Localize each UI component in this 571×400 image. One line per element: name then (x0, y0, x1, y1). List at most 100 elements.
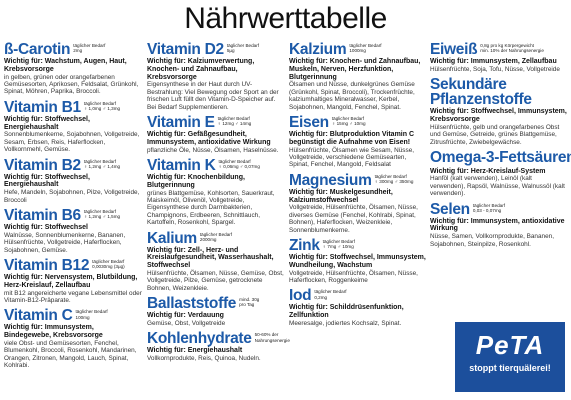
daily-need: täglicher Bedarf 2mg (73, 42, 105, 53)
nutrient-header: Vitamin B12 täglicher Bedarf 0,0030mg (3µg… (4, 257, 142, 275)
nutrient-block: Vitamin B6 täglicher Bedarf ♀ 1,2mg ♂ 1,5m… (4, 208, 142, 254)
daily-need: täglicher Bedarf 5µg (227, 42, 259, 53)
column: Eiweiß 0,8g pro kg Körpergewicht min. 10% … (430, 42, 571, 252)
daily-need-text: täglicher Bedarf (83, 158, 117, 164)
nutrient-name: Selen (430, 200, 470, 218)
nutrient-name: Magnesium (289, 171, 372, 189)
daily-need-text: min. 10% der Nahrungsenergie (480, 48, 544, 54)
daily-need: täglicher Bedarf ♀ 1,0mg ♂ 1,3mg (84, 100, 120, 111)
daily-need: täglicher Bedarf ♀ 12mg ♂ 14mg (218, 115, 252, 126)
daily-need-text: 0,03 - 0,07mg (472, 207, 502, 213)
nutrient-header: Kohlenhydrate 50-60% der Nahrungsenergie (147, 331, 290, 347)
sources: viele Obst- und Gemüsesorten, Fenchel, B… (4, 340, 137, 370)
daily-need: täglicher Bedarf 0,0030mg (3µg) (92, 258, 125, 269)
column: Kalzium täglicher Bedarf 1000mg Wichtig für… (289, 42, 427, 331)
nutrient-block: Kohlenhydrate 50-60% der Nahrungsenergie W… (147, 331, 290, 362)
daily-need-text: täglicher Bedarf (83, 209, 117, 215)
nutrient-header: Selen täglicher Bedarf 0,03 - 0,07mg (430, 200, 568, 218)
importance: Wichtig für: Schilddrüsenfunktion, Zellf… (289, 304, 404, 320)
importance: Wichtig für: Verdauung (147, 312, 224, 320)
nutrient-block: Kalium täglicher Bedarf 2000mg Wichtig für:… (147, 230, 285, 293)
nutrient-header: Eiweiß 0,8g pro kg Körpergewicht min. 10% … (430, 42, 568, 58)
sources: Hanföl (kalt verwenden), Leinöl (kalt ve… (430, 175, 565, 198)
sources: Ölsamen und Nüsse, dunkelgrünes Gemüse (… (289, 81, 415, 111)
nutrient-block: Vitamin B1 täglicher Bedarf ♀ 1,0mg ♂ 1,3m… (4, 100, 142, 154)
daily-need-text: täglicher Bedarf (217, 116, 250, 122)
importance: Wichtig für: Gefäßgesundheit, Immunsyste… (147, 131, 271, 146)
daily-need-text: 100mg (75, 314, 90, 320)
daily-need-text: ♀ 15mg ♂ 10mg (331, 121, 366, 127)
nutrient-block: Omega-3-Fettsäurentäglicher Bedarfca. 1g… (430, 149, 571, 198)
sources: grünes Blattgemüse, Kohlsorten, Sauerkra… (147, 189, 275, 227)
daily-need-text: täglicher Bedarf (349, 43, 382, 48)
importance: Wichtig für: Stoffwechsel, Immunsystem, … (430, 108, 567, 123)
importance: Wichtig für: Immunsystem, Bindegewebe, K… (4, 324, 103, 340)
nutrient-header: Omega-3-Fettsäurentäglicher Bedarfca. 1g (430, 149, 571, 167)
nutrient-block: Selen täglicher Bedarf 0,03 - 0,07mg Wichti… (430, 200, 568, 248)
nutrient-name: ß-Carotin (4, 41, 71, 58)
importance: Wichtig für: Nervensystem, Blutbildung, … (4, 274, 138, 289)
daily-need-text: 50-60% der Nahrungsenergie (254, 332, 290, 343)
daily-need: täglicher Bedarf ♀ 15mg ♂ 10mg (332, 115, 366, 126)
sources: Hefe, Mandeln, Sojabohnen, Pilze, Vollge… (4, 189, 140, 204)
nutrient-block: Kalzium täglicher Bedarf 1000mg Wichtig für… (289, 42, 427, 111)
daily-need: täglicher Bedarf ♀ 300mg ♂ 350mg (375, 173, 414, 184)
importance: Wichtig für: Stoffwechsel (4, 224, 88, 232)
daily-need-text: 2000mg (199, 236, 217, 242)
daily-need-text: täglicher Bedarf (331, 116, 365, 122)
importance: Wichtig für: Wachstum, Augen, Haut, Kreb… (4, 58, 127, 73)
daily-need-text: ♀ 12mg ♂ 14mg (217, 121, 252, 127)
daily-need: täglicher Bedarf 100mg (76, 308, 108, 319)
importance: Wichtig für: Muskelgesundheit, Kalziumst… (289, 188, 393, 204)
nutrient-name: Omega-3-Fettsäuren (430, 149, 571, 167)
daily-need: 0,8g pro kg Körpergewicht min. 10% der Na… (480, 42, 544, 53)
sources: Hülsenfrüchte, Ölsamen wie Sesam, Nüsse,… (289, 146, 415, 169)
sources: Hülsenfrüchte, gelb und orangefarbenes O… (430, 123, 560, 146)
nutrient-name: Zink (289, 237, 320, 255)
sources: Vollgetreide, Hülsenfrüchte, Ölsamen, Nü… (289, 269, 418, 285)
nutrient-header: Vitamin B1 täglicher Bedarf ♀ 1,0mg ♂ 1,3m… (4, 100, 142, 116)
sources: Meeresalge, jodiertes Kochsalz, Spinat. (289, 320, 402, 328)
importance: Wichtig für: Blutproduktion Vitamin C be… (289, 131, 415, 146)
sources: Hülsenfrüchte, Soja, Tofu, Nüsse, Vollge… (430, 65, 560, 73)
nutrient-block: Eiweiß 0,8g pro kg Körpergewicht min. 10% … (430, 42, 568, 73)
daily-need: täglicher Bedarf 0,03 - 0,07mg (473, 202, 505, 213)
nutrient-block: ß-Carotin täglicher Bedarf 2mg Wichtig für:… (4, 42, 142, 96)
daily-need-text: ♀ 1,2mg ♂ 1,5mg (83, 214, 121, 220)
nutrient-header: Sekundäre Pflanzenstoffe (430, 77, 568, 108)
daily-need-text: 0,8g pro kg Körpergewicht (480, 43, 534, 48)
daily-need-text: täglicher Bedarf (314, 289, 347, 295)
daily-need-text: mind. 30g (239, 297, 260, 303)
daily-need-text: pro Tag (239, 302, 255, 308)
daily-need: täglicher Bedarf 0,2mg (314, 288, 346, 299)
daily-need: täglicher Bedarf ♀ 0,06mg ♂ 0,07mg (219, 158, 260, 169)
importance: Wichtig für: Energiehaushalt (147, 347, 243, 355)
nutrient-header: Ballaststoffe mind. 30g pro Tag (147, 296, 285, 312)
sources: Vollgetreide, Hülsenfrüchte, Ölsamen, Nü… (289, 204, 418, 234)
nutrient-name: Vitamin B12 (4, 257, 90, 275)
daily-need: 50-60% der Nahrungsenergie (255, 331, 290, 342)
nutrient-name: Kalzium (289, 41, 347, 58)
nutrient-header: Vitamin D2 täglicher Bedarf 5µg (147, 42, 285, 58)
importance: Wichtig für: Stoffwechsel, Energiehausha… (4, 115, 90, 131)
daily-need-text: 5µg (226, 48, 235, 54)
daily-need-text: täglicher Bedarf (75, 309, 108, 315)
daily-need: täglicher Bedarf 1000mg (349, 42, 381, 53)
daily-need: täglicher Bedarf ♀ 7mg ♂ 10mg (323, 238, 355, 249)
nutrient-name: Vitamin C (4, 307, 73, 325)
nutrient-header: Vitamin B2 täglicher Bedarf ♀ 1,2mg ♂ 1,4m… (4, 157, 142, 173)
nutrient-header: Zink täglicher Bedarf ♀ 7mg ♂ 10mg (289, 237, 427, 255)
logo-text: PeTA (475, 330, 545, 360)
daily-need-text: 1000mg (349, 48, 366, 54)
daily-need-text: ♀ 1,0mg ♂ 1,3mg (83, 106, 121, 112)
nutrient-block: Vitamin D2 täglicher Bedarf 5µg Wichtig für… (147, 42, 285, 111)
nutrient-header: Kalium täglicher Bedarf 2000mg (147, 230, 285, 246)
importance: Wichtig für: Stoffwechsel, Energiehausha… (4, 173, 90, 189)
importance: Wichtig für: Immunsystem, Zellaufbau (430, 58, 557, 65)
daily-need-text: täglicher Bedarf (472, 202, 506, 208)
importance: Wichtig für: Zell-, Herz- und Kreislaufg… (147, 246, 274, 270)
sources: in gelben, grünen oder orangefarbenen Ge… (4, 73, 139, 96)
nutrient-header: Vitamin B6 täglicher Bedarf ♀ 1,2mg ♂ 1,5m… (4, 208, 142, 224)
